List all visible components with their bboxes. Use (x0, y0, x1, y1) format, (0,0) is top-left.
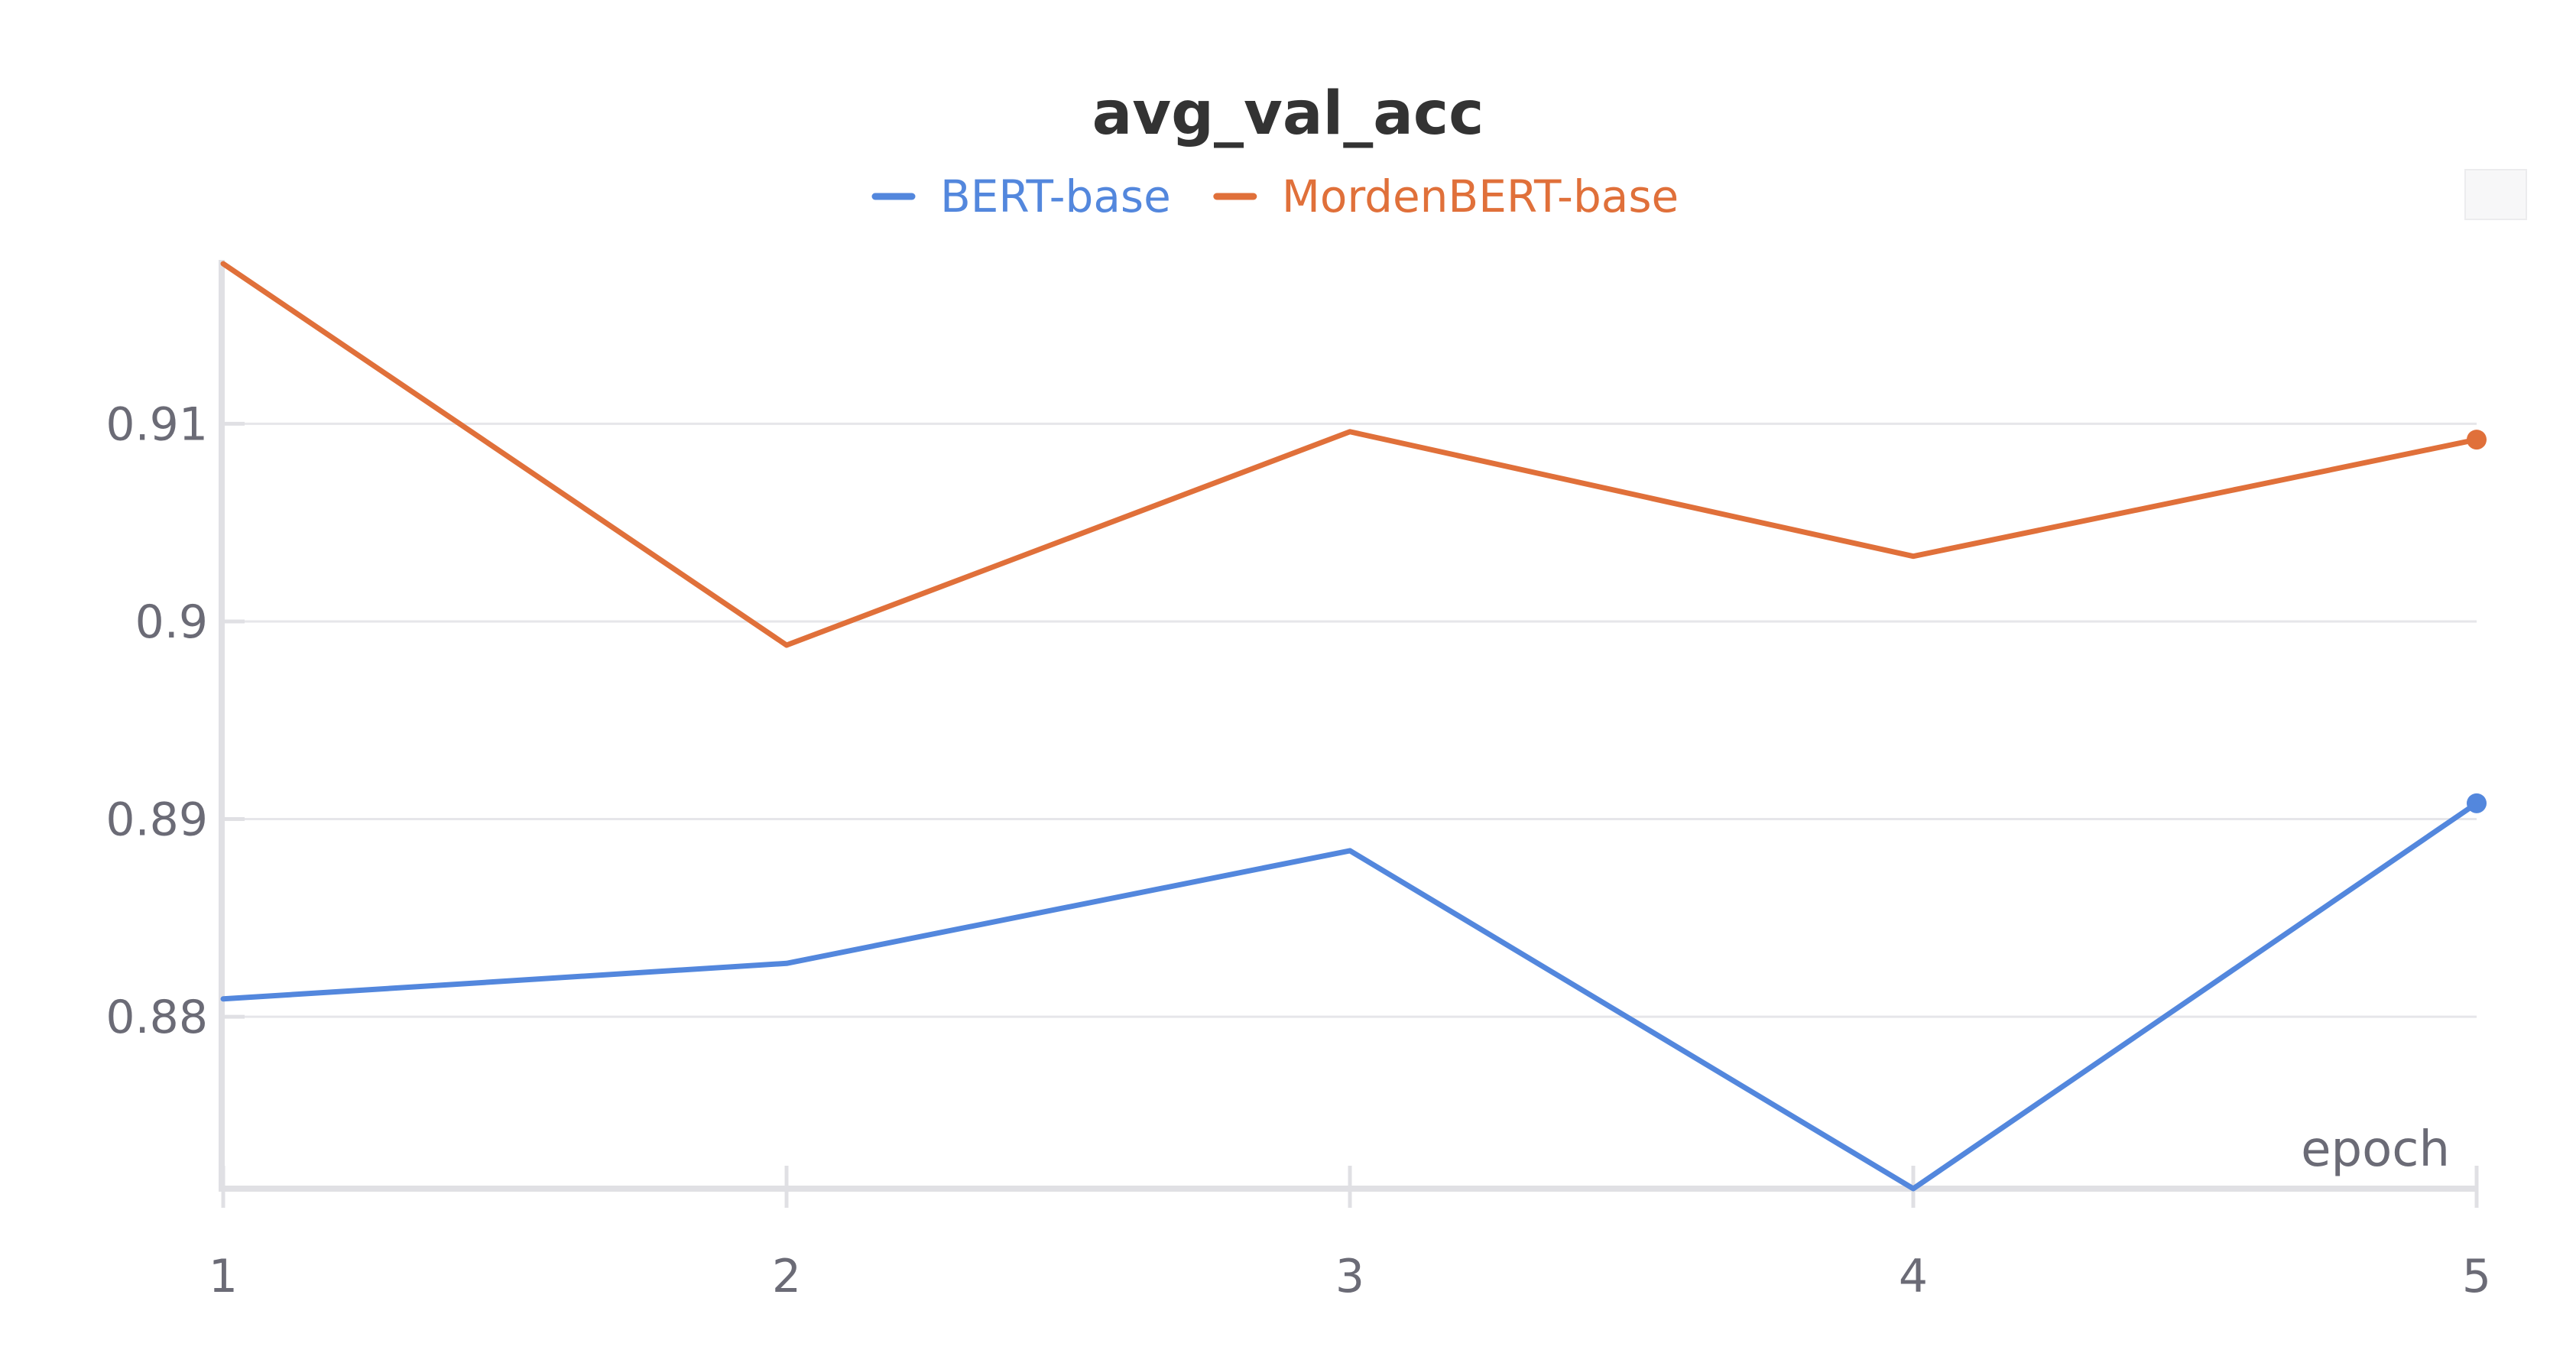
x-axis-label: epoch (2301, 1121, 2450, 1178)
series-end-point[interactable] (2467, 430, 2487, 450)
y-axis-ticks: 0.88 0.89 0.9 0.91 (105, 397, 245, 1044)
series-layer (220, 261, 2487, 1192)
x-tick-label: 2 (772, 1250, 801, 1303)
x-tick-label: 3 (1335, 1250, 1364, 1303)
legend-item[interactable]: MordenBERT-base (1213, 170, 1679, 222)
y-tick-label: 0.89 (105, 793, 208, 847)
chart-menu-button[interactable] (2464, 169, 2527, 220)
series-end-point[interactable] (2467, 793, 2487, 813)
legend-label: MordenBERT-base (1282, 170, 1679, 222)
y-tick-label: 0.88 (105, 991, 208, 1044)
legend-item[interactable]: BERT-base (871, 170, 1171, 222)
x-axis-ticks: 1 2 3 4 5 (209, 1166, 2491, 1303)
y-tick-label: 0.91 (105, 397, 208, 451)
x-tick-label: 1 (209, 1250, 238, 1303)
chart-title: avg_val_acc (1092, 79, 1484, 148)
y-tick-label: 0.9 (135, 595, 208, 649)
legend: BERT-base MordenBERT-base (871, 170, 1679, 222)
legend-label: BERT-base (940, 170, 1171, 222)
series-line-bert-base[interactable] (220, 800, 2480, 1192)
series-line-mordenbert-base[interactable] (220, 261, 2480, 648)
x-tick-label: 4 (1899, 1250, 1928, 1303)
x-tick-label: 5 (2462, 1250, 2491, 1303)
gridlines (223, 422, 2477, 1018)
